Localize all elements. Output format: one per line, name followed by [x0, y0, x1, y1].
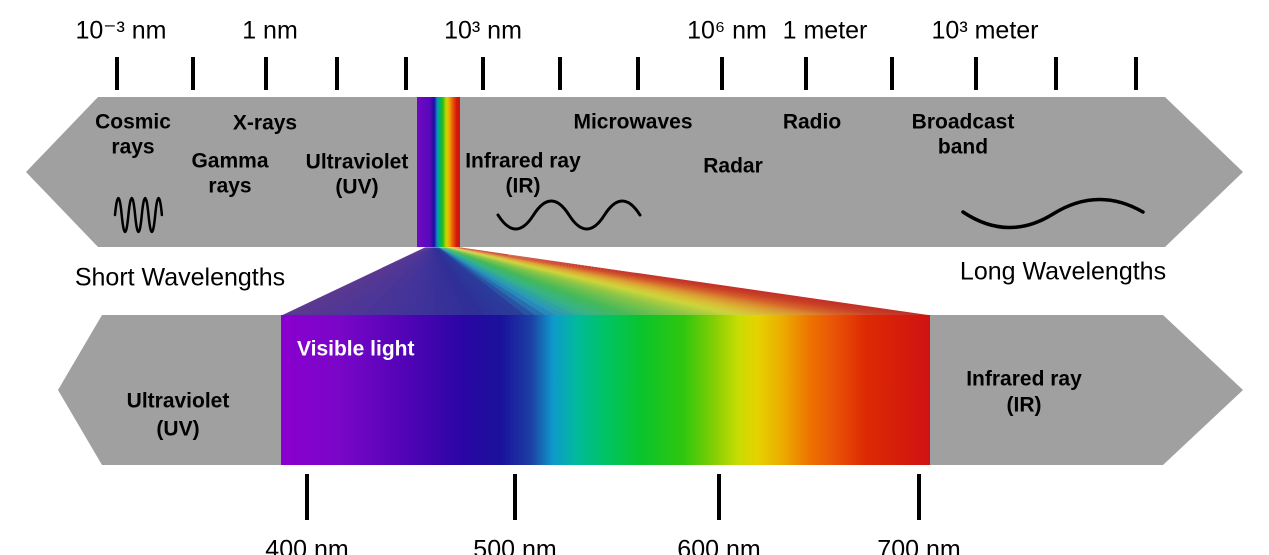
- medium-frequency-wave-icon: [496, 199, 642, 231]
- band-label-cosmic-rays-2: rays: [111, 135, 155, 159]
- fan-wedge: [363, 247, 431, 316]
- fan-wedge: [383, 247, 432, 316]
- band-label-cosmic-rays: Cosmic: [95, 110, 171, 134]
- fan-wedge: [282, 247, 426, 316]
- band-label-infrared: Infrared ray: [465, 149, 581, 173]
- low-frequency-wave-icon: [961, 197, 1145, 230]
- tick-mark: [804, 57, 808, 90]
- band-label-infrared-2: (IR): [505, 174, 541, 198]
- band-label-radio: Radio: [782, 110, 842, 134]
- scale-label-500nm: 500 nm: [473, 535, 557, 555]
- tick-mark: [513, 474, 517, 520]
- fan-wedge: [302, 247, 427, 316]
- band-label-radar: Radar: [703, 154, 763, 178]
- scale-label-600nm: 600 nm: [677, 535, 761, 555]
- fan-wedge: [393, 247, 432, 316]
- band-label-broadcast-2: band: [937, 135, 989, 159]
- tick-mark: [1134, 57, 1138, 90]
- fan-wedge: [459, 247, 930, 316]
- visible-spectrum-gradient: [281, 315, 930, 465]
- tick-mark: [720, 57, 724, 90]
- band-label-broadcast: Broadcast: [911, 110, 1015, 134]
- tick-mark: [1054, 57, 1058, 90]
- tick-mark: [917, 474, 921, 520]
- visible-light-strip: [417, 97, 460, 247]
- high-frequency-wave-icon: [113, 196, 164, 234]
- scale-label-10e3meter: 10³ meter: [931, 16, 1039, 45]
- bottom-band-label-ultraviolet-2: (UV): [156, 417, 200, 441]
- tick-mark: [558, 57, 562, 90]
- visible-light-label: Visible light: [297, 337, 415, 361]
- tick-mark: [481, 57, 485, 90]
- band-label-ultraviolet-2: (UV): [335, 175, 379, 199]
- long-wavelengths-label: Long Wavelengths: [959, 257, 1167, 286]
- tick-mark: [115, 57, 119, 90]
- tick-mark: [890, 57, 894, 90]
- short-wavelengths-label: Short Wavelengths: [74, 263, 286, 292]
- scale-label-1nm: 1 nm: [242, 16, 298, 45]
- top-spectrum-bar: [26, 97, 1243, 247]
- scale-label-10e3nm: 10³ nm: [444, 16, 522, 45]
- band-label-ultraviolet: Ultraviolet: [305, 150, 409, 174]
- tick-mark: [305, 474, 309, 520]
- fan-wedge: [332, 247, 429, 316]
- scale-label-10e6nm: 10⁶ nm: [687, 16, 767, 45]
- band-label-microwaves: Microwaves: [573, 110, 693, 134]
- bottom-band-label-infrared: Infrared ray: [966, 367, 1082, 391]
- tick-mark: [717, 474, 721, 520]
- fan-wedge: [292, 247, 427, 316]
- fan-wedge: [322, 247, 428, 316]
- tick-mark: [191, 57, 195, 90]
- scale-label-1meter: 1 meter: [782, 16, 868, 45]
- scale-label-700nm: 700 nm: [877, 535, 961, 555]
- visible-light-fan: [282, 247, 930, 316]
- scale-label-400nm: 400 nm: [265, 535, 349, 555]
- bottom-band-label-infrared-2: (IR): [1006, 393, 1042, 417]
- band-label-gamma-rays: Gamma: [191, 149, 269, 173]
- bottom-band-label-ultraviolet: Ultraviolet: [126, 389, 230, 413]
- scale-label-10e-3nm: 10⁻³ nm: [75, 16, 167, 45]
- tick-mark: [974, 57, 978, 90]
- fan-wedge: [403, 247, 433, 316]
- top-scale-ticks: [115, 57, 1138, 90]
- band-label-x-rays: X-rays: [232, 111, 298, 135]
- fan-wedge: [312, 247, 428, 316]
- fan-wedge: [373, 247, 431, 316]
- band-label-gamma-rays-2: rays: [208, 174, 252, 198]
- bottom-scale-ticks: [305, 474, 921, 520]
- tick-mark: [335, 57, 339, 90]
- fan-wedge: [352, 247, 430, 316]
- fan-wedge: [342, 247, 430, 316]
- tick-mark: [264, 57, 268, 90]
- tick-mark: [636, 57, 640, 90]
- tick-mark: [404, 57, 408, 90]
